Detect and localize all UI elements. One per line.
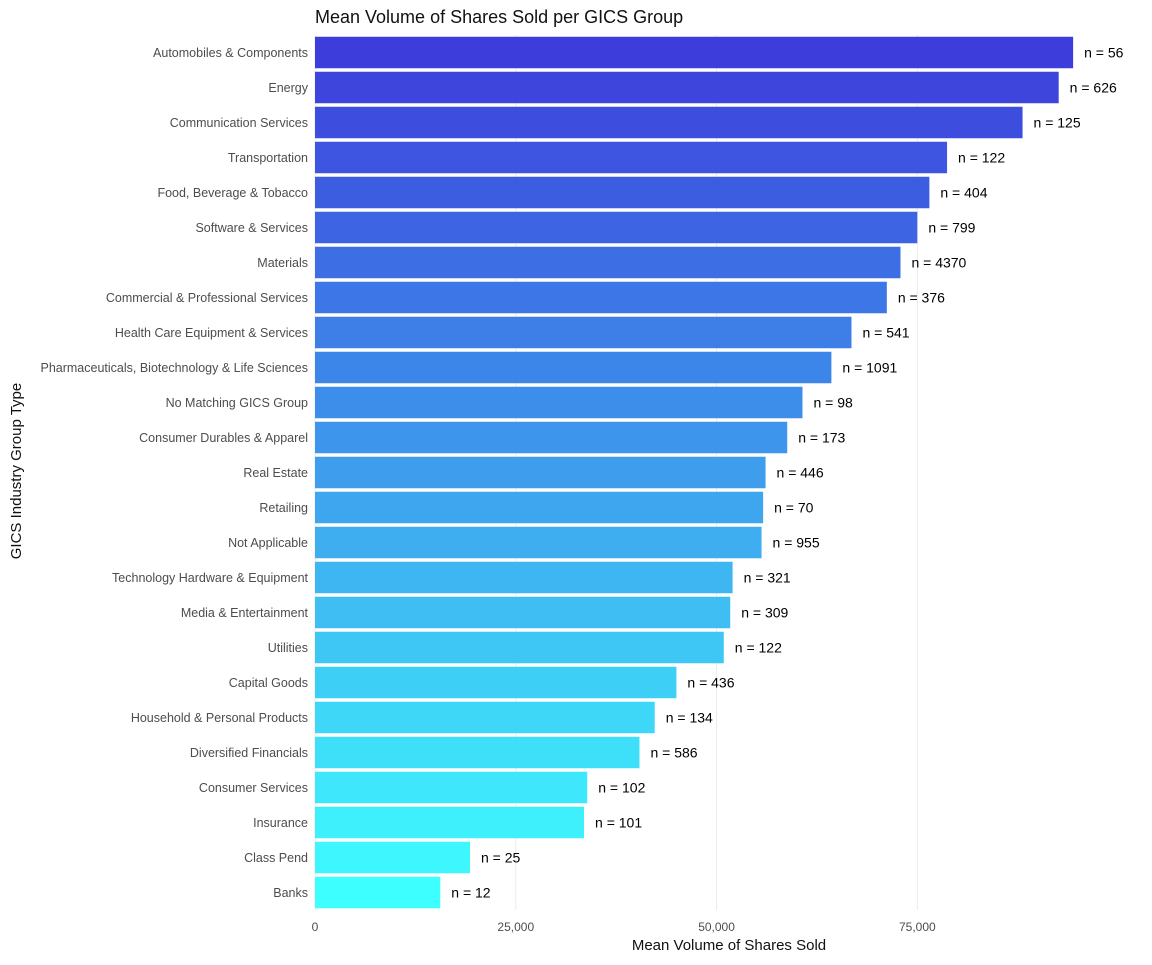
count-label: n = 799 — [928, 220, 975, 236]
chart-title: Mean Volume of Shares Sold per GICS Grou… — [315, 7, 683, 27]
bar — [315, 316, 852, 349]
x-tick-label: 0 — [312, 920, 319, 934]
category-label: Household & Personal Products — [131, 711, 308, 725]
count-label: n = 436 — [687, 675, 734, 691]
count-label: n = 376 — [898, 290, 945, 306]
bar — [315, 456, 766, 489]
count-label: n = 25 — [481, 850, 521, 866]
category-label: Real Estate — [243, 466, 308, 480]
category-label: Materials — [257, 256, 308, 270]
category-label: Diversified Financials — [190, 746, 308, 760]
count-label: n = 446 — [777, 465, 824, 481]
category-label: Utilities — [268, 641, 308, 655]
bar — [315, 596, 731, 629]
bar — [315, 771, 588, 804]
bar — [315, 806, 585, 839]
bar — [315, 631, 724, 664]
category-label: Health Care Equipment & Services — [115, 326, 308, 340]
count-label: n = 122 — [958, 150, 1005, 166]
bar — [315, 491, 764, 524]
bar — [315, 526, 762, 559]
category-label: Communication Services — [170, 116, 308, 130]
y-axis-title: GICS Industry Group Type — [8, 383, 25, 559]
category-label: Retailing — [259, 501, 308, 515]
category-labels: Automobiles & Components Energy Communicat… — [40, 46, 308, 900]
bar — [315, 106, 1023, 139]
x-tick-label: 75,000 — [899, 920, 936, 934]
count-label: n = 98 — [813, 395, 853, 411]
x-axis-ticks: 0 25,000 50,000 75,000 — [312, 920, 936, 934]
x-tick-label: 25,000 — [497, 920, 534, 934]
x-axis-title: Mean Volume of Shares Sold — [632, 937, 826, 954]
count-label: n = 626 — [1070, 80, 1117, 96]
count-label: n = 101 — [595, 815, 642, 831]
bar — [315, 561, 733, 594]
category-label: Commercial & Professional Services — [106, 291, 308, 305]
bar — [315, 421, 788, 454]
category-label: No Matching GICS Group — [166, 396, 308, 410]
count-label: n = 586 — [650, 745, 697, 761]
bar — [315, 876, 441, 909]
category-label: Automobiles & Components — [153, 46, 308, 60]
bar — [315, 36, 1074, 69]
category-label: Capital Goods — [229, 676, 308, 690]
category-label: Transportation — [228, 151, 308, 165]
bar — [315, 141, 948, 174]
count-labels: n = 56 n = 626 n = 125 n = 122 n = 404 n = 79… — [451, 45, 1123, 901]
bar — [315, 211, 918, 244]
count-label: n = 134 — [666, 710, 713, 726]
category-label: Pharmaceuticals, Biotechnology & Life Sc… — [40, 361, 308, 375]
count-label: n = 404 — [940, 185, 987, 201]
category-label: Energy — [268, 81, 308, 95]
category-label: Consumer Durables & Apparel — [139, 431, 308, 445]
bar — [315, 701, 655, 734]
count-label: n = 125 — [1034, 115, 1081, 131]
category-label: Consumer Services — [199, 781, 308, 795]
category-label: Insurance — [253, 816, 308, 830]
count-label: n = 309 — [741, 605, 788, 621]
count-label: n = 955 — [773, 535, 820, 551]
bar — [315, 246, 901, 279]
category-label: Media & Entertainment — [181, 606, 309, 620]
x-tick-label: 50,000 — [698, 920, 735, 934]
bar — [315, 386, 803, 419]
category-label: Class Pend — [244, 851, 308, 865]
bar — [315, 666, 677, 699]
count-label: n = 1091 — [842, 360, 897, 376]
bar — [315, 176, 930, 209]
count-label: n = 70 — [774, 500, 814, 516]
count-label: n = 102 — [598, 780, 645, 796]
category-label: Not Applicable — [228, 536, 308, 550]
count-label: n = 4370 — [911, 255, 966, 271]
bar — [315, 71, 1059, 104]
count-label: n = 56 — [1084, 45, 1124, 61]
category-label: Banks — [273, 886, 308, 900]
count-label: n = 12 — [451, 885, 491, 901]
count-label: n = 173 — [798, 430, 845, 446]
bar — [315, 736, 640, 769]
category-label: Food, Beverage & Tobacco — [157, 186, 308, 200]
category-label: Software & Services — [195, 221, 308, 235]
bar — [315, 841, 470, 874]
bars — [315, 36, 1074, 909]
count-label: n = 321 — [744, 570, 791, 586]
count-label: n = 541 — [862, 325, 909, 341]
category-label: Technology Hardware & Equipment — [112, 571, 308, 585]
bar — [315, 351, 832, 384]
bar — [315, 281, 887, 314]
count-label: n = 122 — [735, 640, 782, 656]
